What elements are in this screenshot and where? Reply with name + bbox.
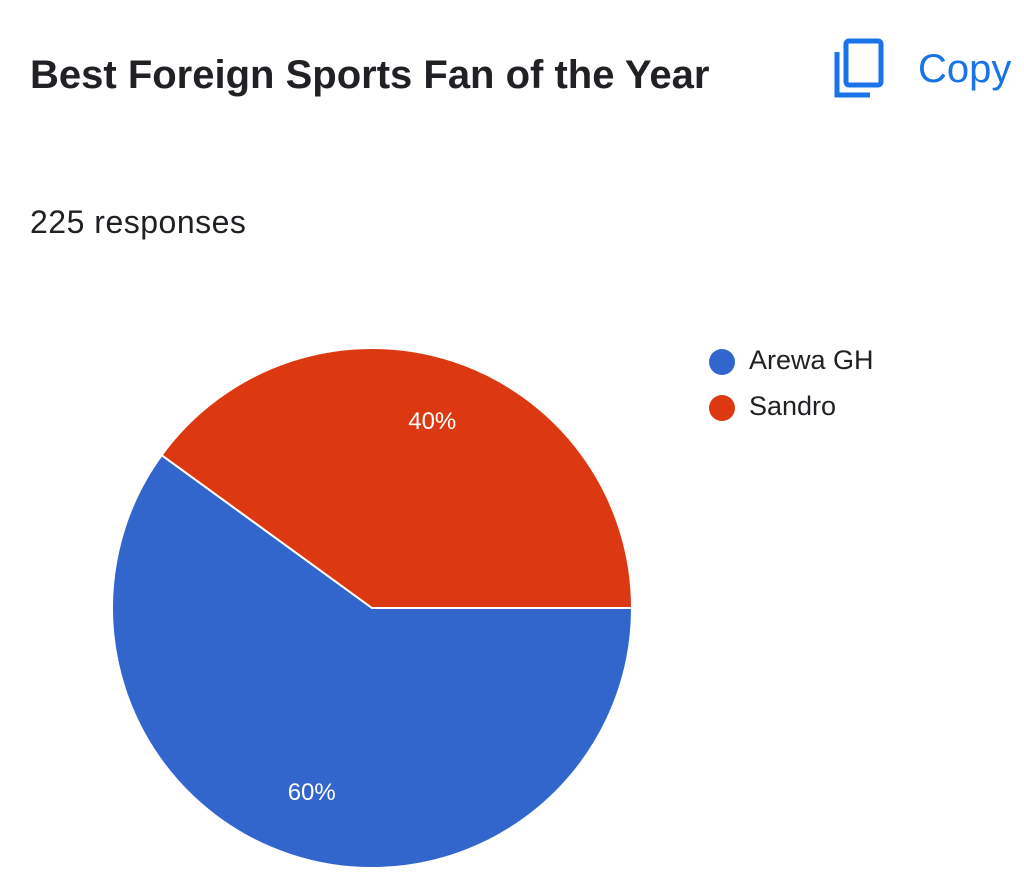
copy-button[interactable]: Copy [832,38,1011,100]
legend-label: Arewa GH [749,345,874,375]
legend-label: Sandro [749,391,836,421]
slice-label: 60% [288,779,336,806]
copy-label[interactable]: Copy [918,46,1012,91]
legend-swatch [709,395,735,421]
pie-slice [160,347,634,609]
response-count: 225 responses [30,204,247,240]
slice-label: 40% [408,408,456,435]
legend-swatch [709,349,735,375]
pie-slice [111,453,634,869]
chart-title: Best Foreign Sports Fan of the Year [30,53,710,97]
copy-icon [834,38,884,98]
